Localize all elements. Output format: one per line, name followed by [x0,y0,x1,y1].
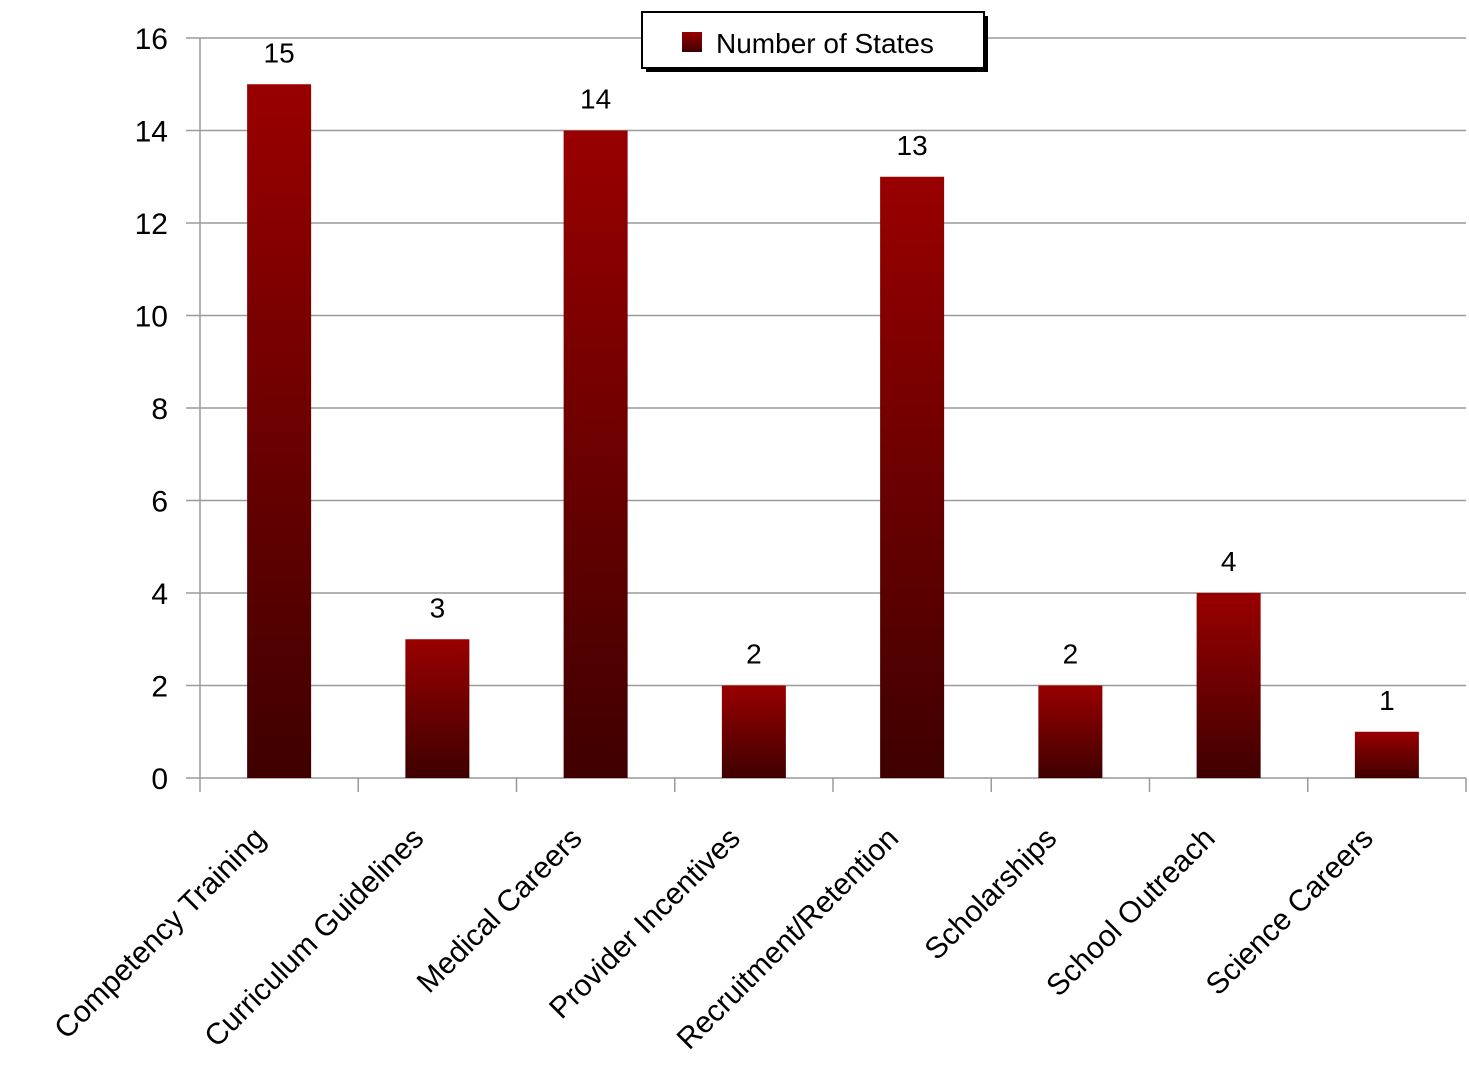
data-label: 15 [264,37,295,68]
category-label: Science Careers [1200,822,1380,1002]
bar [1038,685,1103,778]
category-label: Medical Careers [411,822,589,1000]
bar [721,685,786,778]
data-label: 3 [430,592,446,623]
y-tick-label: 10 [135,301,168,334]
y-tick-label: 16 [135,23,168,56]
bar [880,176,945,778]
y-tick-label: 14 [135,116,168,149]
legend: Number of States [641,11,988,72]
data-label: 4 [1221,546,1237,577]
gridlines [200,37,1466,687]
y-tick-label: 4 [151,578,168,611]
data-label: 14 [580,84,611,115]
category-label: Scholarships [919,822,1064,967]
bar [247,84,312,778]
data-label: 1 [1379,685,1395,716]
y-tick-label: 2 [151,671,168,704]
bar [563,130,628,778]
bar [405,639,470,778]
y-tick-label: 12 [135,208,168,241]
y-tick-label: 0 [151,763,168,796]
legend-swatch [682,32,702,52]
y-tick-label: 6 [151,486,168,519]
bars [247,84,1419,778]
data-label: 2 [1063,639,1079,670]
legend-label: Number of States [716,28,934,59]
category-label: School Outreach [1040,822,1221,1003]
bar [1354,731,1419,778]
data-label: 2 [746,639,762,670]
data-label: 13 [897,130,928,161]
y-tick-label: 8 [151,393,168,426]
bar [1196,593,1261,778]
